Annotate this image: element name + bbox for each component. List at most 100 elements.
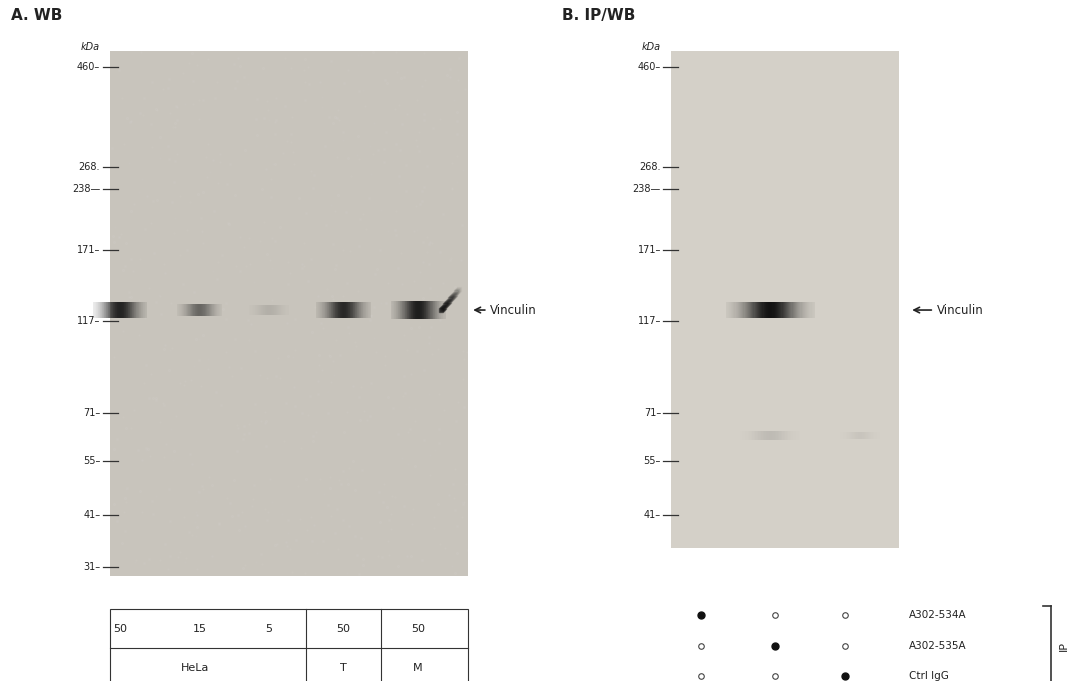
Text: A. WB: A. WB: [11, 8, 63, 23]
Text: 238—: 238—: [72, 185, 100, 194]
Text: Ctrl IgG: Ctrl IgG: [909, 671, 949, 681]
Bar: [727, 302, 728, 319]
Text: 15: 15: [192, 624, 206, 634]
Text: 5: 5: [266, 624, 272, 634]
Bar: [771, 302, 772, 319]
Bar: [757, 302, 758, 319]
Bar: [761, 302, 762, 319]
Bar: [726, 302, 727, 319]
Bar: [743, 302, 744, 319]
Text: 171–: 171–: [77, 245, 100, 255]
Bar: [731, 302, 732, 319]
Bar: [750, 302, 751, 319]
Bar: [756, 302, 757, 319]
Bar: [751, 431, 753, 440]
Bar: [748, 431, 750, 440]
Bar: [797, 302, 798, 319]
Bar: [784, 302, 785, 319]
Bar: [781, 302, 782, 319]
Bar: [772, 302, 773, 319]
Bar: [807, 302, 808, 319]
Bar: [779, 302, 781, 319]
Bar: [765, 302, 766, 319]
Bar: [786, 302, 787, 319]
Bar: [110, 609, 468, 681]
Text: Vinculin: Vinculin: [936, 304, 984, 317]
Bar: [794, 302, 795, 319]
Bar: [774, 302, 775, 319]
Bar: [813, 302, 814, 319]
Bar: [770, 302, 771, 319]
Bar: [778, 431, 779, 440]
Bar: [739, 302, 740, 319]
Bar: [744, 302, 745, 319]
Bar: [751, 302, 752, 319]
Bar: [798, 431, 800, 440]
Bar: [758, 302, 759, 319]
Bar: [754, 431, 755, 440]
Bar: [753, 431, 754, 440]
Bar: [740, 302, 741, 319]
Bar: [761, 431, 762, 440]
Bar: [789, 302, 791, 319]
Bar: [745, 302, 746, 319]
Bar: [770, 431, 772, 440]
Bar: [805, 302, 806, 319]
Bar: [734, 302, 735, 319]
Text: 50: 50: [337, 624, 351, 634]
Text: 41–: 41–: [83, 510, 100, 520]
Bar: [795, 302, 796, 319]
Bar: [742, 431, 743, 440]
Bar: [801, 302, 802, 319]
Bar: [758, 431, 760, 440]
Text: 171–: 171–: [637, 245, 661, 255]
Bar: [757, 431, 758, 440]
Bar: [741, 431, 742, 440]
Bar: [796, 302, 797, 319]
Bar: [794, 431, 796, 440]
Bar: [777, 302, 778, 319]
Bar: [742, 302, 743, 319]
Bar: [748, 302, 750, 319]
Text: 50: 50: [113, 624, 127, 634]
Text: 460–: 460–: [637, 62, 661, 72]
Bar: [785, 431, 786, 440]
Bar: [787, 302, 788, 319]
Bar: [769, 302, 770, 319]
Bar: [750, 431, 751, 440]
Text: M: M: [414, 663, 423, 673]
Bar: [808, 302, 809, 319]
Bar: [806, 302, 807, 319]
Bar: [766, 431, 767, 440]
Bar: [802, 302, 804, 319]
Bar: [775, 302, 777, 319]
Text: 268.: 268.: [639, 162, 661, 172]
Text: 71–: 71–: [83, 409, 100, 418]
Bar: [810, 302, 811, 319]
Bar: [671, 51, 900, 548]
Bar: [773, 431, 774, 440]
Bar: [783, 302, 784, 319]
Bar: [781, 431, 782, 440]
Text: HeLa: HeLa: [180, 663, 208, 673]
Bar: [811, 302, 813, 319]
Bar: [768, 302, 769, 319]
Bar: [814, 302, 815, 319]
Bar: [746, 302, 748, 319]
Bar: [752, 302, 753, 319]
Bar: [762, 431, 765, 440]
Bar: [793, 431, 794, 440]
Bar: [789, 431, 792, 440]
Bar: [745, 431, 746, 440]
Bar: [778, 302, 779, 319]
Bar: [110, 51, 468, 575]
Text: 31–: 31–: [83, 562, 100, 572]
Text: IP: IP: [1058, 641, 1068, 650]
Text: kDa: kDa: [642, 42, 661, 52]
Text: A302-535A: A302-535A: [909, 641, 967, 650]
Bar: [765, 431, 766, 440]
Bar: [785, 302, 786, 319]
Bar: [788, 431, 789, 440]
Bar: [729, 302, 730, 319]
Text: kDa: kDa: [81, 42, 100, 52]
